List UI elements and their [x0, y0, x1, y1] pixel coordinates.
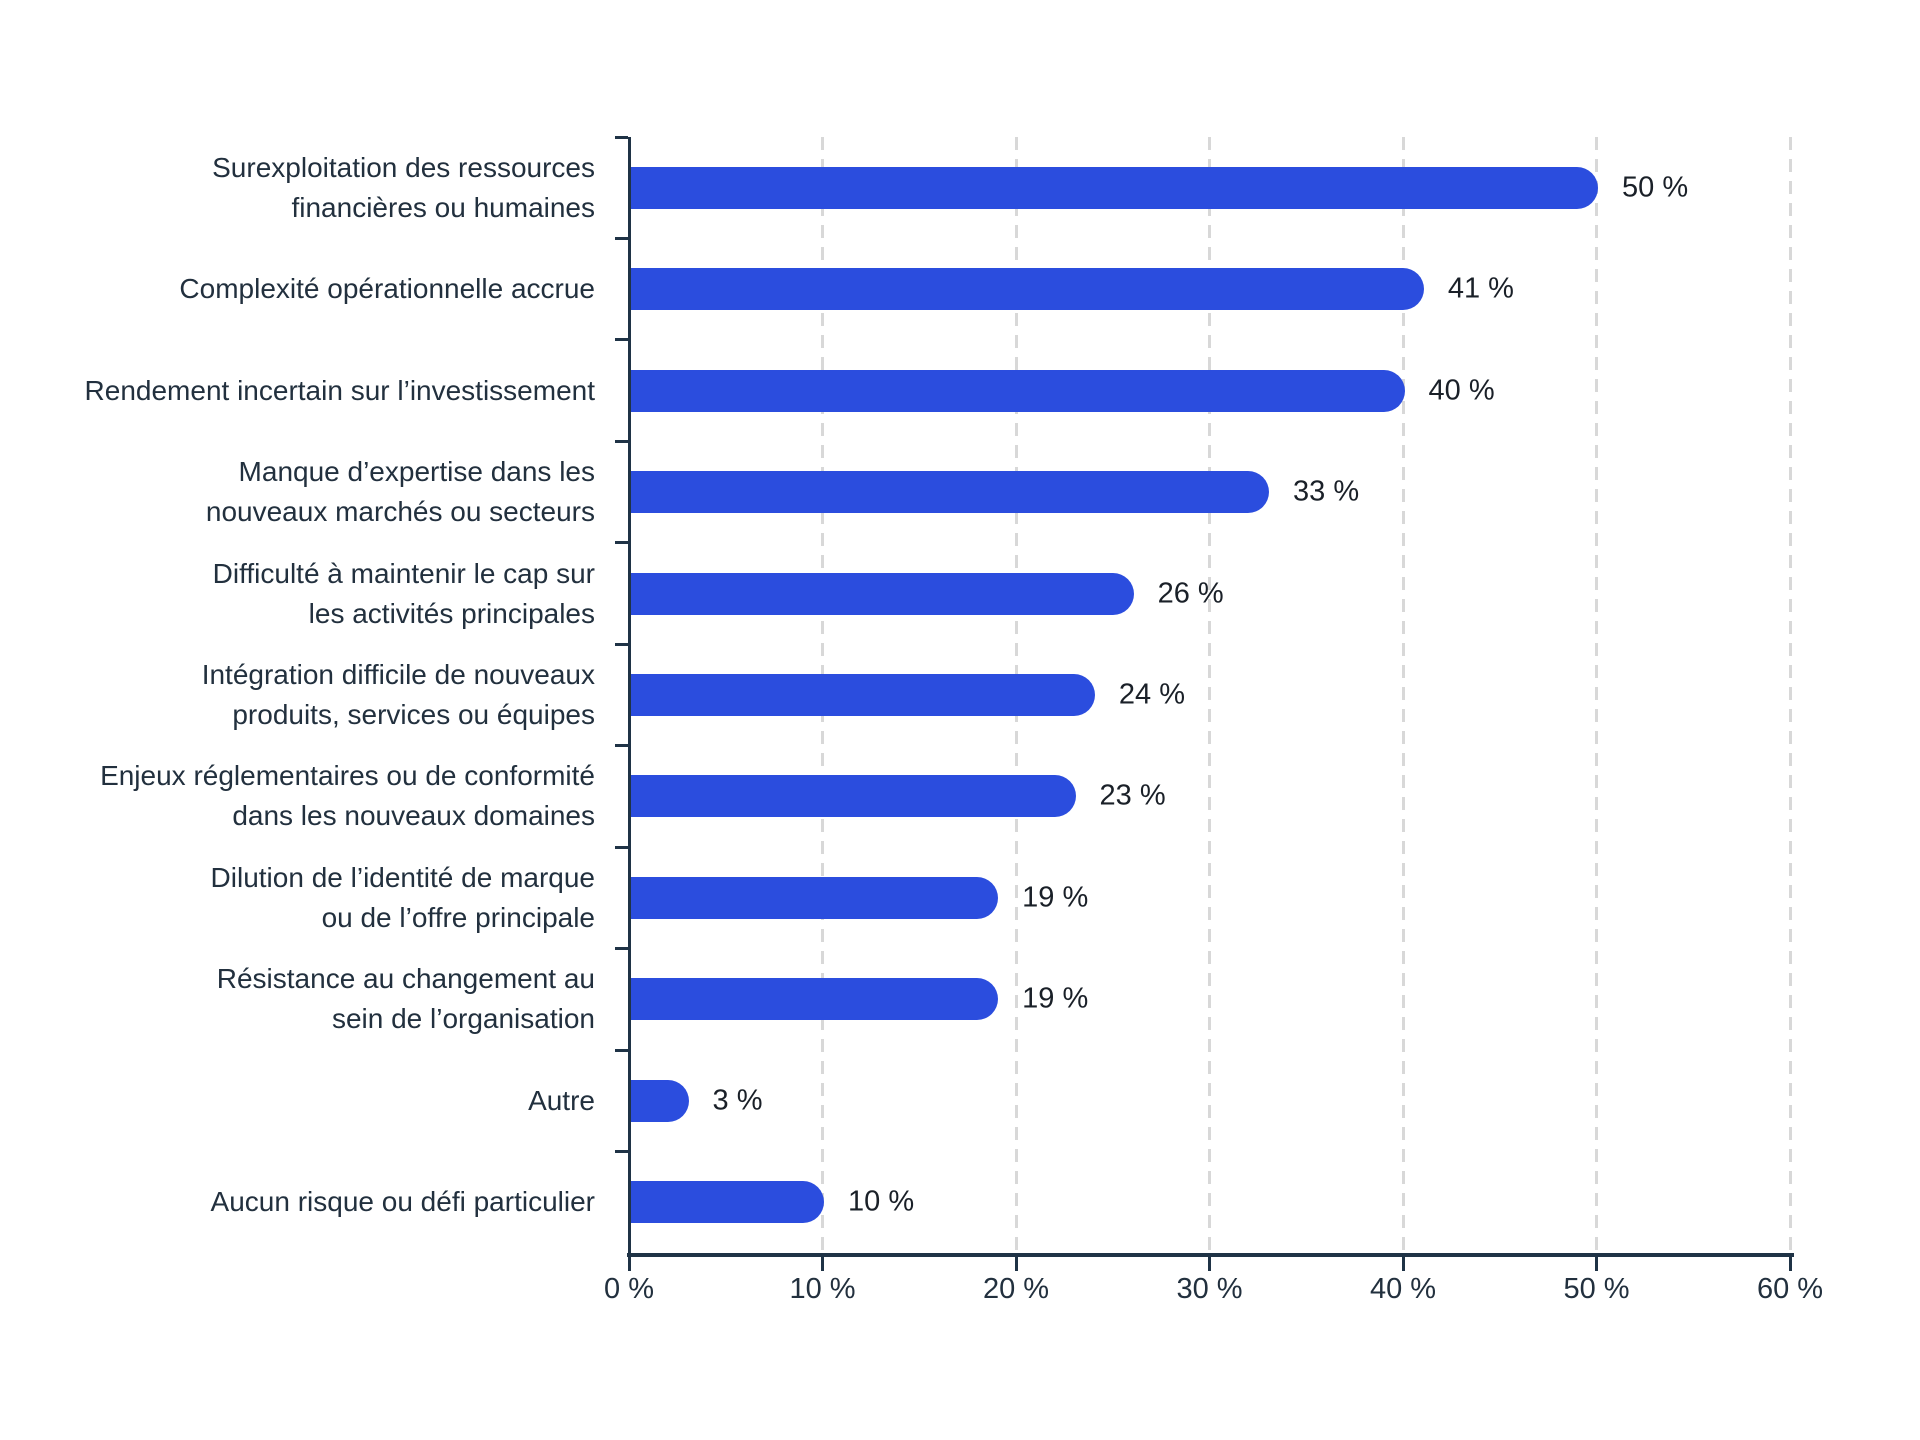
- x-axis-tick-label: 60 %: [1756, 1273, 1824, 1305]
- y-axis-tick: [614, 135, 628, 139]
- x-axis-tick-label: 40 %: [1369, 1273, 1437, 1305]
- category-label: Rendement incertain sur l’investissement: [84, 374, 595, 406]
- value-label: 50 %: [1622, 171, 1689, 204]
- category-label: Complexité opérationnelle accrue: [179, 273, 595, 305]
- value-label: 40 %: [1428, 374, 1495, 407]
- x-axis-tick-label: 50 %: [1563, 1273, 1630, 1305]
- bar: [630, 166, 1598, 209]
- x-axis-tick-label: 10 %: [789, 1273, 856, 1305]
- category-label: Autre: [528, 1084, 595, 1116]
- category-label: Intégration difficile de nouveaux produi…: [201, 659, 595, 730]
- x-axis-tick: [821, 1257, 824, 1271]
- value-label: 19 %: [1022, 982, 1089, 1015]
- category-label: Résistance au changement au sein de l’or…: [216, 963, 595, 1035]
- y-axis-tick: [614, 1150, 628, 1154]
- value-label: 3 %: [712, 1084, 763, 1117]
- x-axis-tick-label: 30 %: [1176, 1273, 1243, 1305]
- category-label: Dilution de l’identité de marque ou de l…: [210, 861, 595, 933]
- bar: [630, 572, 1134, 615]
- x-axis-tick: [1014, 1257, 1018, 1271]
- y-axis-tick: [614, 845, 628, 849]
- value-label: 23 %: [1099, 779, 1166, 812]
- gridline-50-percent: [1595, 137, 1598, 1253]
- gridline-40-percent: [1401, 137, 1405, 1253]
- bar: [630, 268, 1424, 311]
- value-label: 41 %: [1447, 272, 1514, 305]
- y-axis-tick: [614, 744, 628, 748]
- y-axis-tick: [614, 642, 628, 646]
- category-label: Manque d’expertise dans les nouveaux mar…: [205, 456, 595, 528]
- gridline-60-percent: [1788, 137, 1792, 1253]
- bar: [630, 978, 999, 1021]
- value-label: 24 %: [1118, 678, 1185, 711]
- value-label: 10 %: [848, 1185, 915, 1218]
- gridline-30-percent: [1208, 137, 1211, 1253]
- y-axis-tick: [614, 947, 628, 951]
- bar: [630, 876, 999, 919]
- y-axis-tick: [614, 338, 628, 342]
- y-axis-tick: [614, 236, 628, 240]
- x-axis-tick: [1208, 1257, 1211, 1271]
- category-label: Aucun risque ou défi particulier: [210, 1186, 595, 1218]
- x-axis-tick: [1401, 1257, 1405, 1271]
- value-label: 26 %: [1157, 577, 1224, 610]
- x-axis-tick: [1595, 1257, 1598, 1271]
- bar: [630, 1181, 824, 1224]
- y-axis-tick: [614, 541, 628, 545]
- value-label: 33 %: [1293, 475, 1360, 508]
- x-axis-tick-label: 20 %: [982, 1273, 1050, 1305]
- x-axis-tick-label: 0 %: [604, 1273, 654, 1305]
- value-label: 19 %: [1022, 881, 1089, 914]
- category-label: Surexploitation des ressources financièr…: [212, 151, 595, 223]
- bar: [630, 775, 1076, 818]
- bar: [630, 369, 1405, 412]
- y-axis-spine: [627, 137, 631, 1253]
- x-axis-tick: [627, 1257, 631, 1271]
- bar: [630, 674, 1095, 716]
- y-axis-tick: [614, 439, 628, 443]
- x-axis-line: [627, 1253, 1794, 1257]
- bar: [630, 1079, 689, 1122]
- x-axis-tick: [1788, 1257, 1792, 1271]
- category-label: Enjeux réglementaires ou de conformité d…: [100, 760, 595, 832]
- y-axis-tick: [614, 1048, 628, 1052]
- bar: [630, 471, 1270, 514]
- category-label: Difficulté à maintenir le cap sur les ac…: [212, 557, 595, 629]
